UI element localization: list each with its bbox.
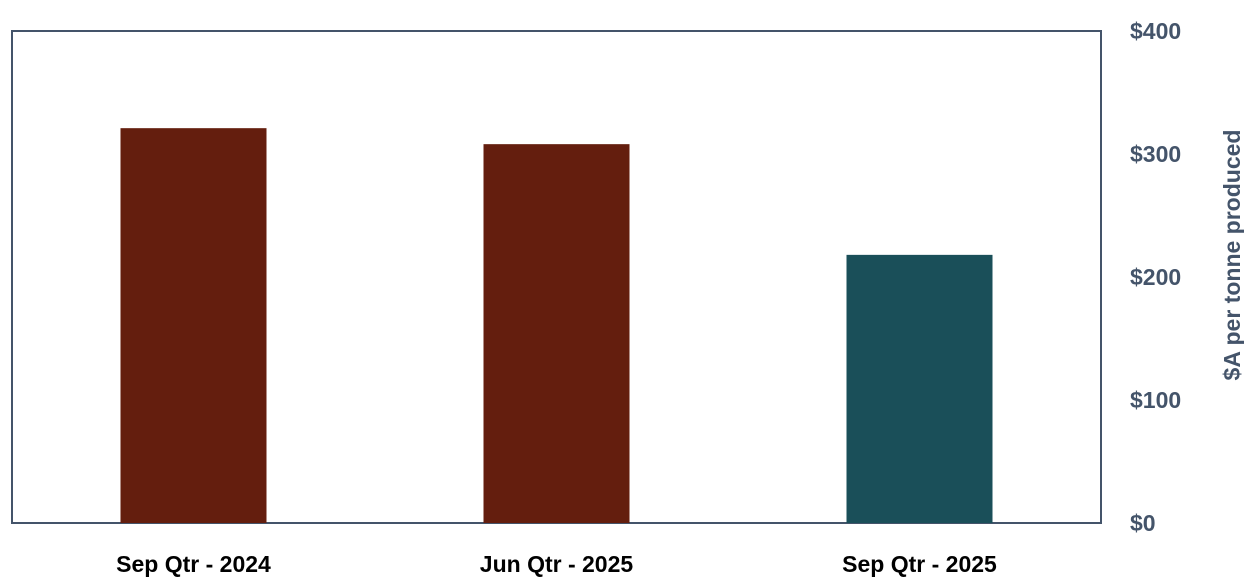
y-tick-label: $200 xyxy=(1130,264,1181,290)
x-tick-label: Jun Qtr - 2025 xyxy=(480,551,634,577)
bar xyxy=(483,144,630,523)
x-tick-label: Sep Qtr - 2024 xyxy=(116,551,271,577)
y-tick-label: $0 xyxy=(1130,510,1156,536)
y-tick-label: $300 xyxy=(1130,141,1181,167)
y-tick-label: $400 xyxy=(1130,18,1181,44)
bar xyxy=(846,254,993,524)
x-category-labels: Sep Qtr - 2024 Jun Qtr - 2025 Sep Qtr - 20… xyxy=(116,551,997,577)
y-tick-label: $100 xyxy=(1130,387,1181,413)
bars-group xyxy=(120,128,993,524)
bar xyxy=(120,128,267,524)
x-tick-label: Sep Qtr - 2025 xyxy=(842,551,997,577)
y-tick-labels: $0 $100 $200 $300 $400 xyxy=(1130,18,1181,536)
y-axis-label: $A per tonne produced xyxy=(1219,130,1244,381)
